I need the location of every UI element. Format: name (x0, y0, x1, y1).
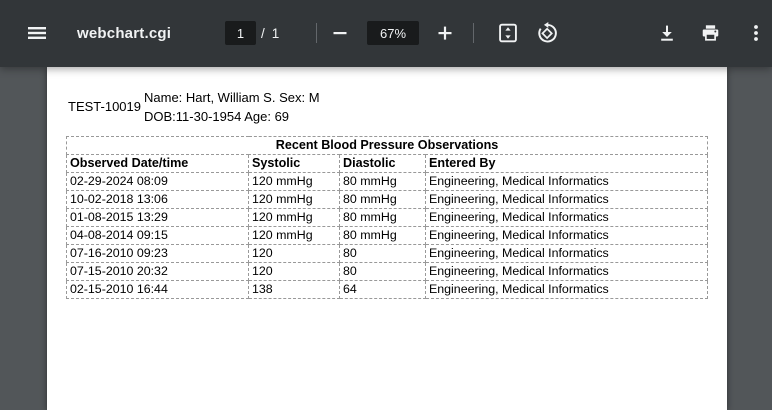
document-title: webchart.cgi (77, 25, 172, 42)
table-title-row: Recent Blood Pressure Observations (66, 136, 708, 155)
cell-diastolic: 80 mmHg (339, 208, 426, 227)
cell-observed: 01-08-2015 13:29 (66, 208, 249, 227)
col-header-entered-by: Entered By (425, 154, 708, 173)
cell-systolic: 120 mmHg (248, 172, 340, 191)
cell-systolic: 120 mmHg (248, 226, 340, 245)
table-row: 01-08-2015 13:29 120 mmHg 80 mmHg Engine… (66, 208, 708, 227)
table-row: 04-08-2014 09:15 120 mmHg 80 mmHg Engine… (66, 226, 708, 245)
cell-systolic: 120 mmHg (248, 208, 340, 227)
table-title: Recent Blood Pressure Observations (66, 136, 708, 155)
cell-systolic: 120 (248, 262, 340, 281)
page-number-input[interactable] (225, 21, 256, 45)
table-row: 02-29-2024 08:09 120 mmHg 80 mmHg Engine… (66, 172, 708, 191)
download-icon (657, 23, 677, 43)
col-header-diastolic: Diastolic (339, 154, 426, 173)
fit-to-page-button[interactable] (494, 19, 522, 47)
cell-observed: 10-02-2018 13:06 (66, 190, 249, 209)
cell-diastolic: 64 (339, 280, 426, 299)
cell-observed: 02-29-2024 08:09 (66, 172, 249, 191)
patient-dob-line: DOB:11-30-1954 Age: 69 (144, 108, 290, 124)
more-options-button[interactable] (744, 19, 768, 47)
pdf-page: TEST-10019 Name: Hart, William S. Sex: M… (47, 67, 727, 410)
page-separator: / (261, 26, 265, 41)
table-row: 10-02-2018 13:06 120 mmHg 80 mmHg Engine… (66, 190, 708, 209)
col-header-observed: Observed Date/time (66, 154, 249, 173)
document-area[interactable]: TEST-10019 Name: Hart, William S. Sex: M… (0, 67, 772, 410)
cell-diastolic: 80 mmHg (339, 190, 426, 209)
cell-diastolic: 80 mmHg (339, 226, 426, 245)
patient-header: Name: Hart, William S. Sex: M DOB:11-30-… (144, 89, 320, 126)
cell-systolic: 120 mmHg (248, 190, 340, 209)
cell-entered-by: Engineering, Medical Informatics (425, 280, 708, 299)
cell-entered-by: Engineering, Medical Informatics (425, 190, 708, 209)
fit-to-page-icon (497, 22, 519, 44)
table-row: 07-16-2010 09:23 120 80 Engineering, Med… (66, 244, 708, 263)
toolbar-divider (473, 23, 474, 43)
cell-entered-by: Engineering, Medical Informatics (425, 208, 708, 227)
hamburger-menu-icon (26, 22, 48, 44)
cell-observed: 07-16-2010 09:23 (66, 244, 249, 263)
menu-button[interactable] (23, 19, 51, 47)
zoom-level-value[interactable]: 67% (367, 21, 419, 45)
minus-icon (330, 23, 350, 43)
pdf-toolbar: webchart.cgi / 1 67% (0, 0, 772, 67)
observations-table: Recent Blood Pressure Observations Obser… (66, 136, 708, 299)
cell-entered-by: Engineering, Medical Informatics (425, 244, 708, 263)
rotate-button[interactable] (533, 19, 561, 47)
rotate-counterclockwise-icon (535, 21, 559, 45)
patient-id: TEST-10019 (68, 99, 141, 114)
table-row: 07-15-2010 20:32 120 80 Engineering, Med… (66, 262, 708, 281)
download-button[interactable] (653, 19, 681, 47)
page-count-label: / 1 (261, 0, 291, 67)
patient-name-line: Name: Hart, William S. Sex: M (144, 90, 320, 105)
zoom-in-button[interactable] (431, 19, 459, 47)
cell-entered-by: Engineering, Medical Informatics (425, 262, 708, 281)
zoom-out-button[interactable] (326, 19, 354, 47)
col-header-systolic: Systolic (248, 154, 340, 173)
cell-systolic: 120 (248, 244, 340, 263)
cell-observed: 04-08-2014 09:15 (66, 226, 249, 245)
print-button[interactable] (696, 19, 724, 47)
cell-diastolic: 80 mmHg (339, 172, 426, 191)
cell-diastolic: 80 (339, 244, 426, 263)
cell-entered-by: Engineering, Medical Informatics (425, 226, 708, 245)
toolbar-divider (316, 23, 317, 43)
table-row: 02-15-2010 16:44 138 64 Engineering, Med… (66, 280, 708, 299)
cell-diastolic: 80 (339, 262, 426, 281)
table-header-row: Observed Date/time Systolic Diastolic En… (66, 154, 708, 173)
more-vertical-icon (746, 23, 766, 43)
cell-systolic: 138 (248, 280, 340, 299)
plus-icon (435, 23, 455, 43)
page-total-value: 1 (271, 26, 280, 41)
cell-observed: 07-15-2010 20:32 (66, 262, 249, 281)
cell-entered-by: Engineering, Medical Informatics (425, 172, 708, 191)
print-icon (700, 23, 721, 44)
cell-observed: 02-15-2010 16:44 (66, 280, 249, 299)
